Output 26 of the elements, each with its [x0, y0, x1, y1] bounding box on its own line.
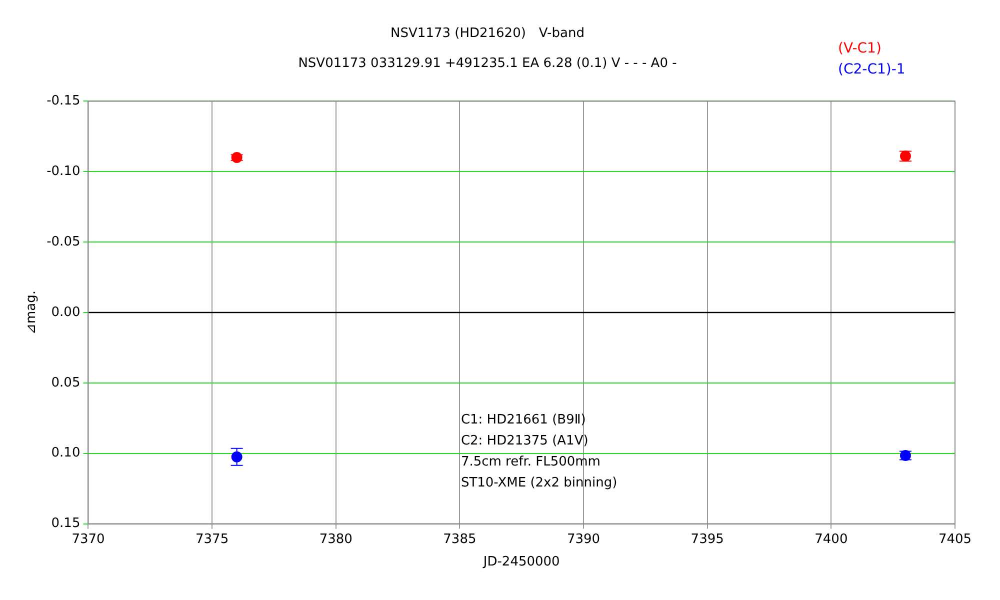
x-tick-label: 7375 — [196, 532, 229, 547]
chart-title: NSV1173 (HD21620) V-band — [390, 26, 584, 42]
x-tick-label: 7370 — [72, 532, 105, 547]
y-tick-label: 0.10 — [51, 446, 80, 461]
y-tick-label: 0.15 — [51, 516, 80, 532]
y-tick-label: -0.05 — [46, 234, 80, 250]
x-axis-title: JD-2450000 — [482, 554, 560, 570]
annotation: C2: HD21375 (A1V) — [460, 434, 588, 449]
x-tick-label: 7390 — [566, 532, 600, 547]
x-tick-label: 7380 — [319, 532, 352, 547]
annotation: 7.5cm refr. FL500mm — [460, 454, 600, 470]
y-tick-label: -0.15 — [46, 94, 80, 109]
x-tick-label: 7405 — [938, 532, 972, 547]
y-tick-label: 0.05 — [51, 375, 80, 390]
x-tick-label: 7395 — [690, 532, 724, 547]
point — [231, 152, 242, 164]
text: (V-C1) — [838, 40, 882, 57]
annotation: C1: HD21661 (B9Ⅱ) — [460, 412, 586, 428]
y-tick-label: 0.00 — [51, 304, 80, 320]
x-tick-label: 7385 — [443, 532, 476, 547]
annotation: ST10-XME (2x2 binning) — [460, 476, 618, 491]
y-axis-title: ⊿mag. — [24, 290, 40, 334]
x-tick-label: 7400 — [814, 532, 848, 547]
chart-subtitle: NSV01173 033129.91 +491235.1 EA 6.28 (0.1) V - - - A0 - — [298, 56, 678, 71]
y-tick-label: -0.10 — [46, 164, 80, 180]
text: (C2-C1)-1 — [838, 62, 906, 78]
